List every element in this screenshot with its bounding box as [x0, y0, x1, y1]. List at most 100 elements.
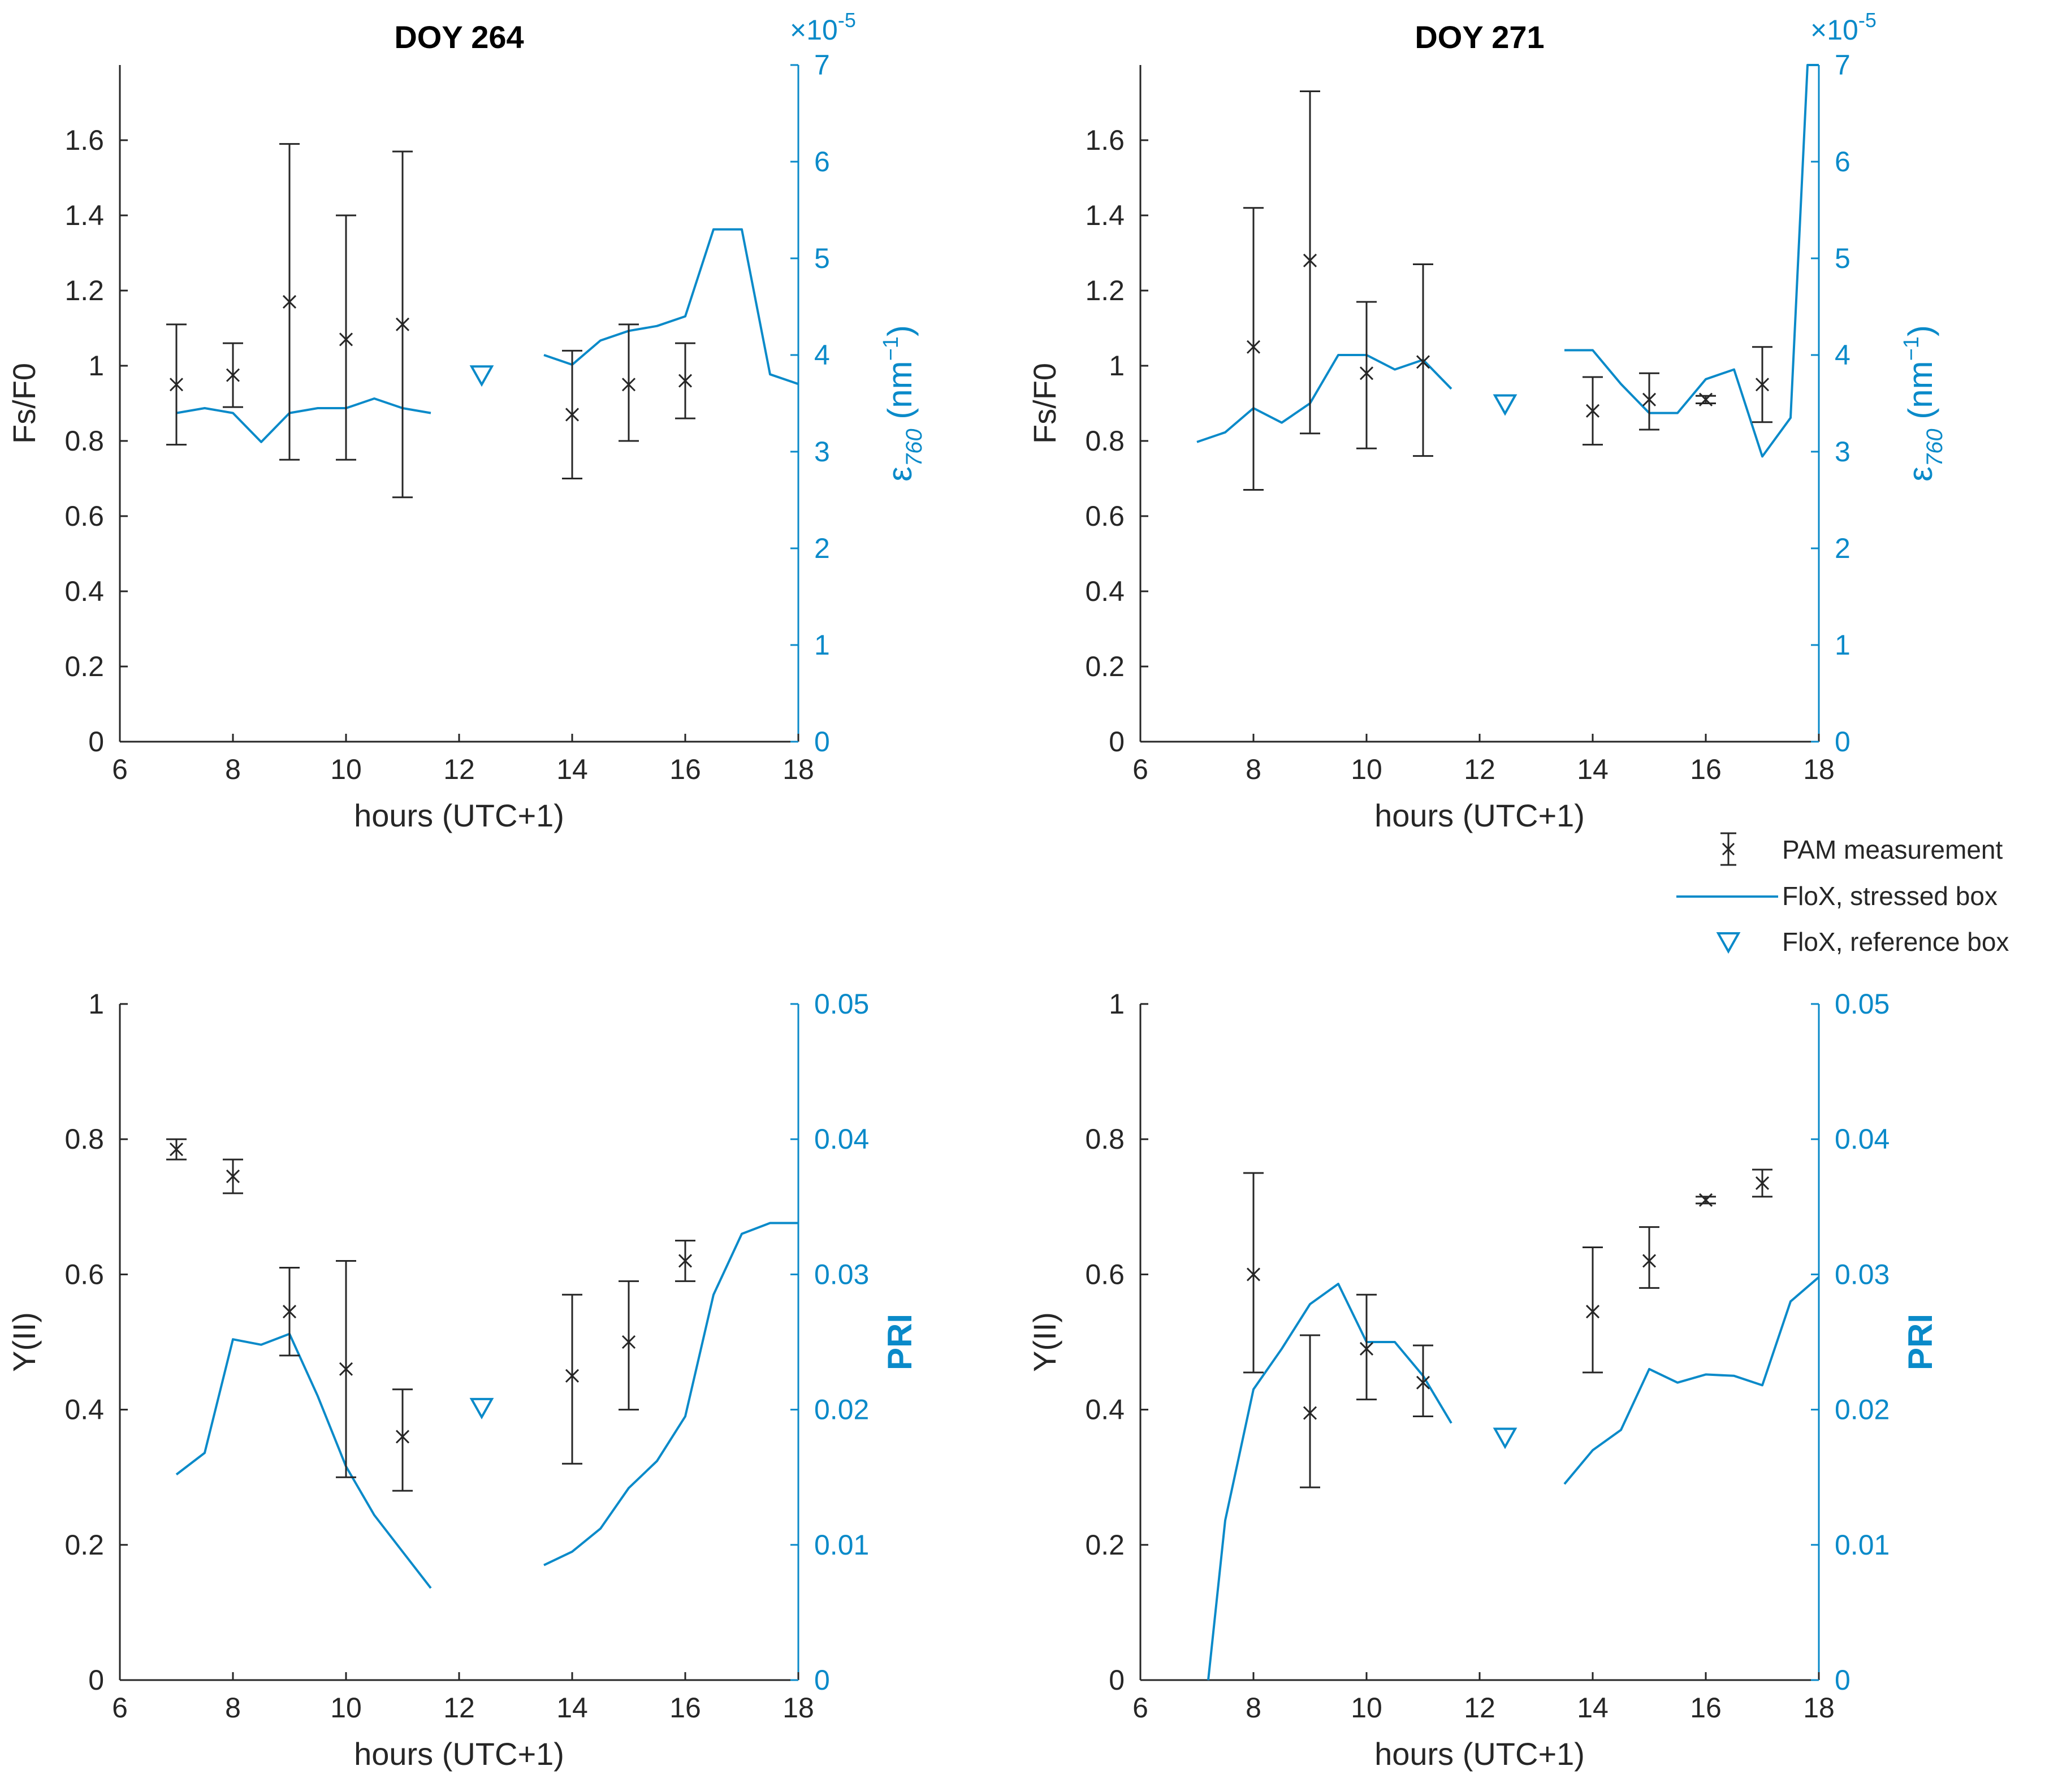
y-tick-label: 0.6	[1085, 500, 1125, 532]
y-tick-label: 0.8	[64, 425, 104, 457]
legend: PAM measurement FloX, stressed box FloX,…	[1676, 832, 2009, 956]
y2-tick-label: 0.04	[814, 1123, 869, 1155]
pam-point	[562, 1293, 582, 1465]
x-tick-label: 16	[1690, 754, 1722, 785]
pam-point	[1243, 1172, 1264, 1374]
pam-point	[1752, 346, 1772, 423]
y2-tick-label: 0.03	[1835, 1258, 1890, 1290]
y2-tick-label: 0.01	[814, 1529, 869, 1561]
y-tick-label: 0	[88, 1664, 104, 1696]
y2-tick-label: 6	[814, 146, 830, 178]
flox-stressed-line-1	[1196, 354, 1452, 443]
x-tick-label: 6	[1132, 754, 1148, 785]
x-tick-label: 6	[112, 754, 128, 785]
y2-tick-label: 7	[814, 49, 830, 81]
x-tick-label: 18	[782, 754, 814, 785]
x-tick-label: 6	[1132, 1692, 1148, 1724]
y2-tick-label: 0	[814, 1664, 830, 1696]
y-tick-label: 1.2	[1085, 275, 1125, 306]
y2-tick-label: 3	[1835, 436, 1851, 468]
y2-tick-label: 0.03	[814, 1258, 869, 1290]
pam-point	[1243, 207, 1264, 491]
chart-panel-3: 6 8 10 12 14 16 18 hours (UTC+1) 0 0.2 0.4 0.6 0.8 1 Y…	[6, 988, 919, 1772]
pam-point	[675, 342, 695, 419]
y2-axis-label: PRI	[881, 1314, 919, 1370]
pam-point	[392, 150, 413, 499]
x-tick-label: 12	[443, 754, 475, 785]
pam-point	[1356, 1293, 1377, 1401]
pam-point	[392, 1388, 413, 1492]
y-tick-label: 1.6	[1085, 124, 1125, 156]
y-axis-label: Fs/F0	[6, 363, 42, 444]
x-tick-label: 18	[1803, 1692, 1835, 1724]
flox-stressed-line-1	[1207, 1283, 1452, 1681]
pam-point	[279, 1266, 300, 1357]
y2-tick-label: 0.05	[814, 988, 869, 1020]
pam-point	[279, 143, 300, 461]
x-tick-label: 14	[1577, 754, 1609, 785]
pam-point	[1696, 1193, 1716, 1207]
x-tick-label: 8	[1246, 754, 1261, 785]
x-tick-label: 10	[330, 1692, 362, 1724]
x-tick-label: 6	[112, 1692, 128, 1724]
x-axis-label: hours (UTC+1)	[1374, 798, 1585, 833]
x-tick-label: 16	[669, 754, 701, 785]
y2-tick-label: 1	[814, 629, 830, 661]
y2-tick-label: 2	[1835, 533, 1851, 564]
flox-reference-marker	[1493, 1427, 1517, 1449]
y-tick-label: 0.4	[64, 575, 104, 607]
flox-reference-marker	[469, 365, 494, 387]
y-tick-label: 0	[1109, 1664, 1125, 1696]
y-tick-label: 1.6	[64, 124, 104, 156]
y2-tick-label: 4	[814, 339, 830, 371]
legend-reference-swatch	[1716, 932, 1741, 954]
pam-point	[675, 1240, 695, 1282]
flox-stressed-line-2	[1564, 64, 1819, 458]
y-tick-label: 0	[1109, 726, 1125, 758]
x-tick-label: 10	[1351, 754, 1382, 785]
y-tick-label: 0.4	[64, 1394, 104, 1426]
y-tick-label: 0.8	[1085, 1123, 1125, 1155]
y-tick-label: 0	[88, 726, 104, 758]
y2-tick-label: 2	[814, 533, 830, 564]
chart-title: DOY 271	[1415, 19, 1544, 55]
flox-stressed-line-1	[175, 1332, 432, 1589]
x-tick-label: 18	[1803, 754, 1835, 785]
y2-axis-label: ε760 (nm−1)	[879, 325, 927, 482]
x-tick-label: 12	[443, 1692, 475, 1724]
pam-point	[619, 1280, 639, 1411]
y-tick-label: 1	[1109, 988, 1125, 1020]
y-tick-label: 0.4	[1085, 575, 1125, 607]
flox-stressed-line-2	[543, 1222, 798, 1566]
x-tick-label: 12	[1464, 1692, 1495, 1724]
pam-point	[1696, 392, 1716, 406]
y-tick-label: 0.6	[64, 1258, 104, 1290]
pam-point	[1583, 376, 1603, 446]
y-tick-label: 0.6	[1085, 1258, 1125, 1290]
y-tick-label: 0.8	[1085, 425, 1125, 457]
legend-pam-swatch	[1720, 832, 1736, 866]
y2-tick-label: 0.02	[814, 1394, 869, 1426]
y-tick-label: 1	[88, 988, 104, 1020]
y-axis-label: Y(II)	[6, 1312, 42, 1372]
pam-point	[1413, 263, 1433, 457]
pam-point	[1413, 1344, 1433, 1418]
y-tick-label: 0.4	[1085, 1394, 1125, 1426]
x-tick-label: 14	[556, 754, 588, 785]
y2-tick-label: 5	[1835, 243, 1851, 274]
y-axis-label: Y(II)	[1027, 1312, 1062, 1372]
x-tick-label: 8	[225, 754, 241, 785]
y-tick-label: 1.4	[1085, 200, 1125, 231]
y-tick-label: 0.2	[1085, 1529, 1125, 1561]
y-tick-label: 0.2	[64, 1529, 104, 1561]
y2-tick-label: 0.04	[1835, 1123, 1890, 1155]
pam-point	[336, 214, 356, 461]
pam-point	[1356, 301, 1377, 449]
pam-point	[562, 349, 582, 479]
y2-axis-label: ε760 (nm−1)	[1900, 325, 1947, 482]
y-tick-label: 0.8	[64, 1123, 104, 1155]
y2-tick-label: 7	[1835, 49, 1851, 81]
